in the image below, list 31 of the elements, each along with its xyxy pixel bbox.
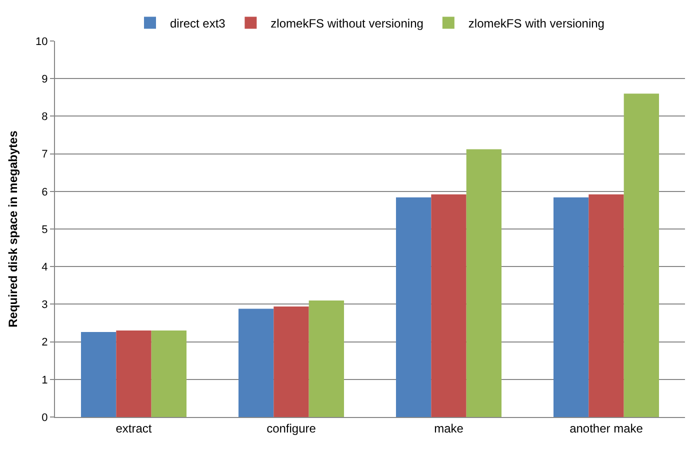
y-tick-label: 3 xyxy=(42,299,48,312)
y-tick-label: 8 xyxy=(42,111,48,124)
y-tick-label: 5 xyxy=(42,224,48,236)
bar xyxy=(80,332,116,417)
y-tick-label: 7 xyxy=(42,148,48,161)
x-tick-label: configure xyxy=(266,421,316,436)
y-axis-title: Required disk space in megabytes xyxy=(6,130,20,328)
bar xyxy=(588,194,624,417)
y-tick-label: 2 xyxy=(42,336,48,349)
bar xyxy=(308,300,344,417)
bar xyxy=(553,197,589,417)
bar xyxy=(396,197,432,417)
bar xyxy=(274,306,309,417)
y-tick-label: 6 xyxy=(42,186,48,198)
legend-label: zlomekFS with versioning xyxy=(468,16,604,30)
bar xyxy=(238,308,274,417)
y-tick-label: 0 xyxy=(42,412,48,424)
x-tick-label: extract xyxy=(116,421,152,436)
legend-label: direct ext3 xyxy=(170,16,226,30)
bar xyxy=(151,330,187,417)
y-tick-label: 10 xyxy=(36,36,48,48)
legend-label: zlomekFS without versioning xyxy=(270,16,424,30)
x-tick-label: another make xyxy=(570,421,644,436)
y-tick-label: 4 xyxy=(42,261,48,274)
y-tick-label: 1 xyxy=(42,374,48,386)
bar xyxy=(624,94,660,417)
y-tick-label: 9 xyxy=(42,73,48,86)
x-tick-label: make xyxy=(434,421,464,436)
bar xyxy=(466,149,502,417)
bar xyxy=(431,194,466,417)
bar xyxy=(116,330,152,417)
